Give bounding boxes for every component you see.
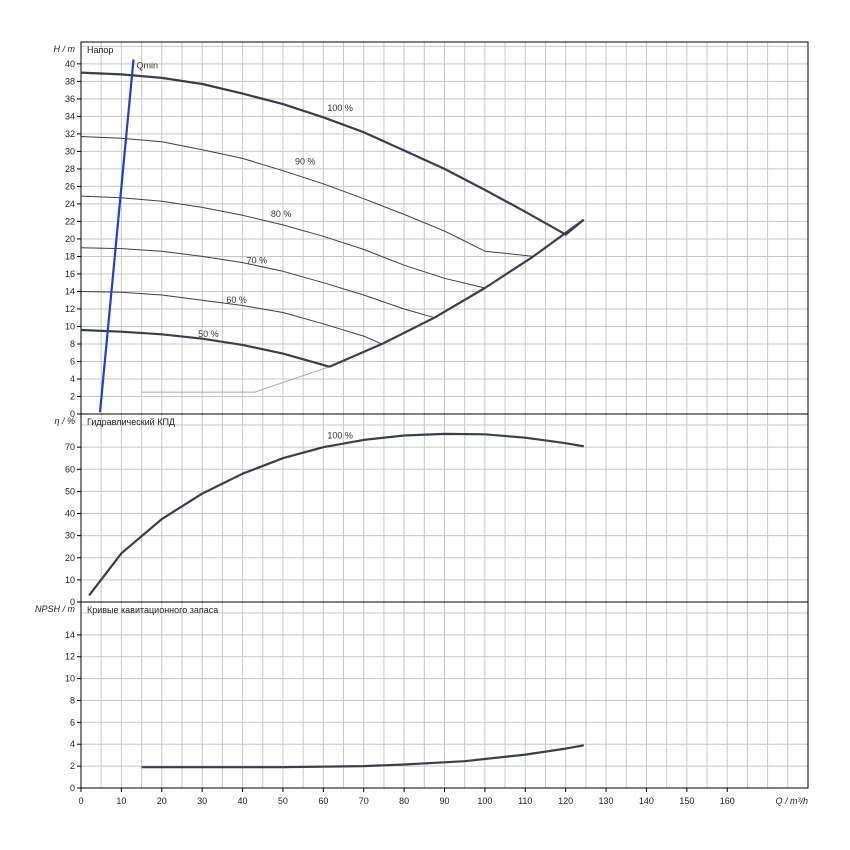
y-tick-label: 20 [65,553,75,563]
y-axis-label: η / % [54,416,75,426]
x-tick-label: 90 [439,796,449,806]
x-tick-label: 30 [197,796,207,806]
y-tick-label: 60 [65,464,75,474]
y-tick-label: 10 [65,674,75,684]
y-tick-label: 2 [70,761,75,771]
curve-label: 80 % [271,209,292,219]
x-tick-label: 130 [599,796,614,806]
panel-title: Гидравлический КПД [87,417,175,427]
panel-title: Кривые кавитационного запаса [87,605,218,615]
y-tick-label: 4 [70,739,75,749]
y-tick-label: 0 [70,597,75,607]
y-tick-label: 32 [65,129,75,139]
curve-50pct [80,328,330,368]
y-tick-label: 0 [70,783,75,793]
curve-label: 100 % [327,103,353,113]
curve-100pct [80,71,585,236]
y-tick-label: 6 [70,356,75,366]
y-tick-label: 38 [65,76,75,86]
y-tick-label: 2 [70,391,75,401]
x-tick-label: 120 [558,796,573,806]
y-tick-label: 6 [70,717,75,727]
y-tick-label: 36 [65,94,75,104]
y-tick-label: 28 [65,164,75,174]
curve-label: 100 % [327,430,353,440]
curve-100pct [88,432,584,597]
y-tick-label: 40 [65,509,75,519]
y-tick-label: 34 [65,111,75,121]
y-tick-label: 20 [65,234,75,244]
x-tick-label: 0 [78,796,83,806]
y-tick-label: 8 [70,339,75,349]
y-tick-label: 50 [65,486,75,496]
y-axis-label: H / m [54,44,76,54]
x-tick-label: 70 [359,796,369,806]
x-axis-label: Q / m³/h [775,796,808,806]
x-tick-label: 100 [477,796,492,806]
y-tick-label: 0 [70,409,75,419]
x-tick-label: 160 [720,796,735,806]
y-tick-label: 22 [65,216,75,226]
curve-npsh [141,744,584,769]
curve-label: 60 % [226,295,247,305]
curve-60pct [80,291,383,345]
y-tick-label: 14 [65,286,75,296]
x-tick-label: 20 [157,796,167,806]
curve-90pct [80,136,534,257]
curve-label: 90 % [295,157,316,167]
x-tick-label: 10 [116,796,126,806]
npsh-panel: 0 2 4 6 8 10 12 14 NPSH / m Кривые кавитационного… [35,601,809,806]
y-tick-label: 10 [65,321,75,331]
qmin-line [98,59,135,413]
x-tick-label: 50 [278,796,288,806]
x-tick-label: 140 [639,796,654,806]
y-tick-label: 10 [65,575,75,585]
y-tick-label: 12 [65,652,75,662]
y-tick-label: 12 [65,304,75,314]
y-tick-label: 70 [65,442,75,452]
y-tick-label: 14 [65,630,75,640]
operating-envelope [328,218,585,368]
x-tick-label: 110 [518,796,532,806]
y-tick-label: 18 [65,251,75,261]
qmin-label: Qmin [137,61,159,71]
curve-label: 70 % [247,255,268,265]
curve-label: 50 % [198,329,219,339]
y-tick-label: 30 [65,531,75,541]
x-tick-label: 80 [399,796,409,806]
curve-80pct [80,195,486,289]
y-tick-label: 24 [65,199,75,209]
y-tick-label: 4 [70,374,75,384]
x-tick-label: 40 [238,796,248,806]
y-tick-label: 16 [65,269,75,279]
y-tick-label: 40 [65,59,75,69]
y-tick-label: 8 [70,695,75,705]
y-axis-label: NPSH / m [35,604,76,614]
min-speed-line [141,366,330,393]
panel-title: Напор [87,45,113,55]
curve-70pct [80,247,435,319]
efficiency-panel: 0 10 20 30 40 50 60 70 η / % Гидравлический КПД 10… [54,413,809,607]
x-tick-label: 60 [318,796,328,806]
x-tick-label: 150 [679,796,694,806]
y-tick-label: 26 [65,181,75,191]
y-tick-label: 30 [65,146,75,156]
